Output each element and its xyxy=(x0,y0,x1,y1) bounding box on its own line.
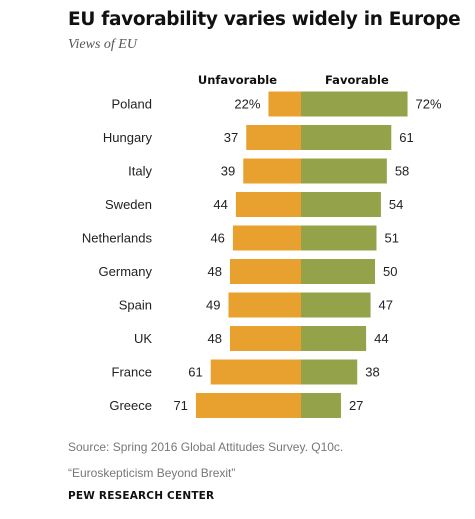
value-unfavorable-uk: 48 xyxy=(207,331,221,346)
value-favorable-spain: 47 xyxy=(379,298,393,313)
bar-unfavorable-uk xyxy=(229,326,301,351)
value-unfavorable-germany: 48 xyxy=(207,264,221,279)
category-label-germany: Germany xyxy=(99,264,153,279)
bar-favorable-germany xyxy=(301,259,375,284)
bar-unfavorable-poland xyxy=(268,91,301,117)
legend-unfavorable: Unfavorable xyxy=(198,73,277,87)
pew-research-center-credit: PEW RESEARCH CENTER xyxy=(68,490,215,502)
category-label-spain: Spain xyxy=(119,298,152,313)
category-label-uk: UK xyxy=(134,331,152,346)
category-label-poland: Poland xyxy=(112,97,152,112)
value-favorable-poland: 72% xyxy=(416,97,442,112)
value-favorable-greece: 27 xyxy=(349,398,363,413)
value-favorable-netherlands: 51 xyxy=(384,231,398,246)
diverging-bar-chart: Unfavorable Favorable Poland 22% 72% Hungary 3… xyxy=(82,73,442,418)
category-label-italy: Italy xyxy=(128,164,152,179)
bar-favorable-france xyxy=(301,359,358,385)
value-favorable-sweden: 54 xyxy=(389,197,403,212)
value-favorable-uk: 44 xyxy=(374,331,388,346)
bar-unfavorable-germany xyxy=(229,259,301,284)
value-favorable-italy: 58 xyxy=(395,164,409,179)
bar-favorable-italy xyxy=(301,158,387,184)
bar-favorable-greece xyxy=(301,393,341,418)
value-unfavorable-hungary: 37 xyxy=(224,130,238,145)
category-label-netherlands: Netherlands xyxy=(82,231,153,246)
bar-favorable-hungary xyxy=(301,125,392,150)
bar-favorable-netherlands xyxy=(301,225,377,251)
bar-favorable-spain xyxy=(301,292,371,318)
report-title: “Euroskepticism Beyond Brexit” xyxy=(68,466,236,480)
legend-favorable: Favorable xyxy=(325,73,389,87)
bar-unfavorable-france xyxy=(210,359,301,385)
value-unfavorable-netherlands: 46 xyxy=(210,231,224,246)
chart-title: EU favorability varies widely in Europe xyxy=(68,9,461,30)
bar-favorable-poland xyxy=(301,91,408,117)
category-label-hungary: Hungary xyxy=(103,130,153,145)
value-unfavorable-poland: 22% xyxy=(234,97,260,112)
value-unfavorable-greece: 71 xyxy=(173,398,187,413)
value-unfavorable-italy: 39 xyxy=(221,164,235,179)
bar-favorable-sweden xyxy=(301,192,381,217)
bar-unfavorable-italy xyxy=(243,158,301,184)
category-label-france: France xyxy=(112,365,152,380)
value-unfavorable-spain: 49 xyxy=(206,298,220,313)
value-favorable-germany: 50 xyxy=(383,264,397,279)
bar-unfavorable-greece xyxy=(195,393,301,418)
category-label-greece: Greece xyxy=(109,398,152,413)
bar-unfavorable-sweden xyxy=(235,192,301,217)
value-unfavorable-sweden: 44 xyxy=(213,197,227,212)
bar-favorable-uk xyxy=(301,326,367,351)
bar-unfavorable-netherlands xyxy=(232,225,301,251)
bar-unfavorable-spain xyxy=(228,292,301,318)
value-unfavorable-france: 61 xyxy=(188,365,202,380)
value-favorable-hungary: 61 xyxy=(399,130,413,145)
bar-unfavorable-hungary xyxy=(246,125,301,150)
category-label-sweden: Sweden xyxy=(105,197,152,212)
value-favorable-france: 38 xyxy=(365,365,379,380)
source-note: Source: Spring 2016 Global Attitudes Sur… xyxy=(68,440,344,454)
chart-subtitle: Views of EU xyxy=(68,37,137,52)
